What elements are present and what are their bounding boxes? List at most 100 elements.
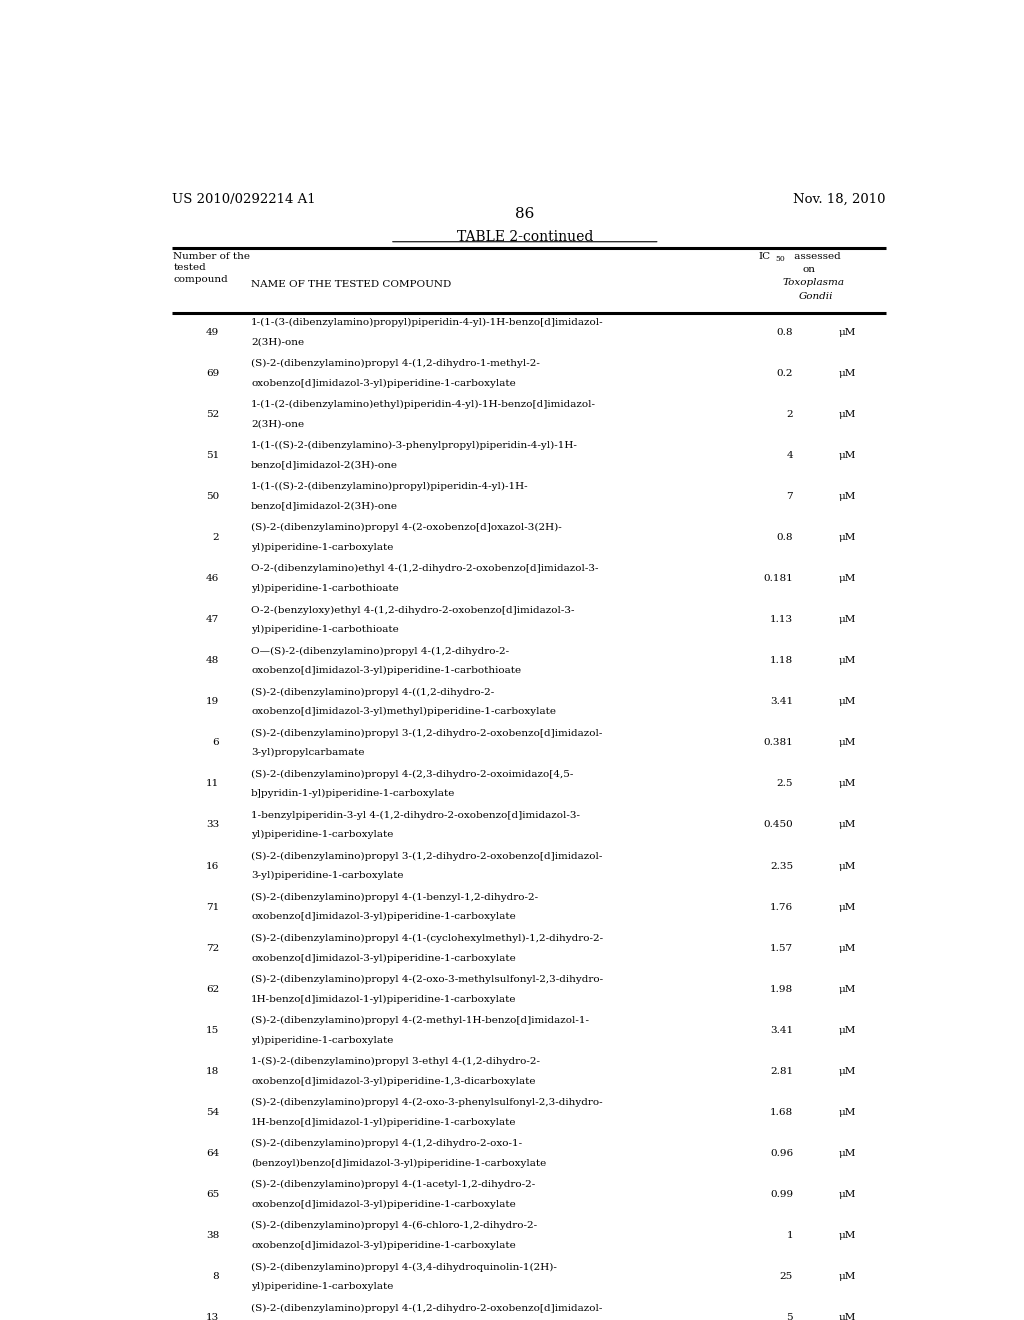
Text: μM: μM bbox=[839, 1148, 856, 1158]
Text: (S)-2-(dibenzylamino)propyl 4-(1-acetyl-1,2-dihydro-2-: (S)-2-(dibenzylamino)propyl 4-(1-acetyl-… bbox=[251, 1180, 536, 1189]
Text: 2: 2 bbox=[213, 533, 219, 543]
Text: μM: μM bbox=[839, 656, 856, 665]
Text: 38: 38 bbox=[206, 1232, 219, 1239]
Text: 1-(S)-2-(dibenzylamino)propyl 3-ethyl 4-(1,2-dihydro-2-: 1-(S)-2-(dibenzylamino)propyl 3-ethyl 4-… bbox=[251, 1057, 540, 1067]
Text: 1-benzylpiperidin-3-yl 4-(1,2-dihydro-2-oxobenzo[d]imidazol-3-: 1-benzylpiperidin-3-yl 4-(1,2-dihydro-2-… bbox=[251, 810, 580, 820]
Text: μM: μM bbox=[839, 615, 856, 624]
Text: 2(3H)-one: 2(3H)-one bbox=[251, 338, 304, 346]
Text: 2.35: 2.35 bbox=[770, 862, 793, 871]
Text: yl)piperidine-1-carboxylate: yl)piperidine-1-carboxylate bbox=[251, 830, 393, 840]
Text: μM: μM bbox=[839, 368, 856, 378]
Text: assessed: assessed bbox=[791, 252, 841, 261]
Text: 1-(1-(3-(dibenzylamino)propyl)piperidin-4-yl)-1H-benzo[d]imidazol-: 1-(1-(3-(dibenzylamino)propyl)piperidin-… bbox=[251, 318, 603, 327]
Text: NAME OF THE TESTED COMPOUND: NAME OF THE TESTED COMPOUND bbox=[251, 280, 452, 289]
Text: (S)-2-(dibenzylamino)propyl 4-(1,2-dihydro-2-oxo-1-: (S)-2-(dibenzylamino)propyl 4-(1,2-dihyd… bbox=[251, 1139, 522, 1148]
Text: 2(3H)-one: 2(3H)-one bbox=[251, 420, 304, 429]
Text: yl)piperidine-1-carboxylate: yl)piperidine-1-carboxylate bbox=[251, 1282, 393, 1291]
Text: oxobenzo[d]imidazol-3-yl)piperidine-1-carboxylate: oxobenzo[d]imidazol-3-yl)piperidine-1-ca… bbox=[251, 953, 516, 962]
Text: (S)-2-(dibenzylamino)propyl 4-(2-oxobenzo[d]oxazol-3(2H)-: (S)-2-(dibenzylamino)propyl 4-(2-oxobenz… bbox=[251, 523, 562, 532]
Text: μM: μM bbox=[839, 451, 856, 459]
Text: (S)-2-(dibenzylamino)propyl 4-(3,4-dihydroquinolin-1(2H)-: (S)-2-(dibenzylamino)propyl 4-(3,4-dihyd… bbox=[251, 1262, 557, 1271]
Text: 46: 46 bbox=[206, 574, 219, 583]
Text: 1.57: 1.57 bbox=[770, 944, 793, 953]
Text: 0.99: 0.99 bbox=[770, 1191, 793, 1199]
Text: μM: μM bbox=[839, 533, 856, 543]
Text: 2.5: 2.5 bbox=[776, 779, 793, 788]
Text: μM: μM bbox=[839, 1026, 856, 1035]
Text: 6: 6 bbox=[213, 738, 219, 747]
Text: benzo[d]imidazol-2(3H)-one: benzo[d]imidazol-2(3H)-one bbox=[251, 461, 398, 470]
Text: (S)-2-(dibenzylamino)propyl 4-(1,2-dihydro-2-oxobenzo[d]imidazol-: (S)-2-(dibenzylamino)propyl 4-(1,2-dihyd… bbox=[251, 1303, 602, 1312]
Text: 1-(1-(2-(dibenzylamino)ethyl)piperidin-4-yl)-1H-benzo[d]imidazol-: 1-(1-(2-(dibenzylamino)ethyl)piperidin-4… bbox=[251, 400, 596, 409]
Text: 48: 48 bbox=[206, 656, 219, 665]
Text: μM: μM bbox=[839, 862, 856, 871]
Text: US 2010/0292214 A1: US 2010/0292214 A1 bbox=[172, 193, 315, 206]
Text: μM: μM bbox=[839, 1067, 856, 1076]
Text: 3.41: 3.41 bbox=[770, 1026, 793, 1035]
Text: yl)piperidine-1-carboxylate: yl)piperidine-1-carboxylate bbox=[251, 1036, 393, 1044]
Text: 51: 51 bbox=[206, 451, 219, 459]
Text: oxobenzo[d]imidazol-3-yl)piperidine-1-carboxylate: oxobenzo[d]imidazol-3-yl)piperidine-1-ca… bbox=[251, 1241, 516, 1250]
Text: 1.13: 1.13 bbox=[770, 615, 793, 624]
Text: 1.76: 1.76 bbox=[770, 903, 793, 912]
Text: Nov. 18, 2010: Nov. 18, 2010 bbox=[794, 193, 886, 206]
Text: 65: 65 bbox=[206, 1191, 219, 1199]
Text: μM: μM bbox=[839, 697, 856, 706]
Text: 13: 13 bbox=[206, 1313, 219, 1320]
Text: 62: 62 bbox=[206, 985, 219, 994]
Text: on: on bbox=[803, 265, 815, 275]
Text: 1.18: 1.18 bbox=[770, 656, 793, 665]
Text: Toxoplasma: Toxoplasma bbox=[782, 279, 845, 288]
Text: (S)-2-(dibenzylamino)propyl 4-(2-oxo-3-phenylsulfonyl-2,3-dihydro-: (S)-2-(dibenzylamino)propyl 4-(2-oxo-3-p… bbox=[251, 1098, 603, 1107]
Text: 1H-benzo[d]imidazol-1-yl)piperidine-1-carboxylate: 1H-benzo[d]imidazol-1-yl)piperidine-1-ca… bbox=[251, 994, 516, 1003]
Text: (S)-2-(dibenzylamino)propyl 4-(1,2-dihydro-1-methyl-2-: (S)-2-(dibenzylamino)propyl 4-(1,2-dihyd… bbox=[251, 359, 540, 368]
Text: (S)-2-(dibenzylamino)propyl 3-(1,2-dihydro-2-oxobenzo[d]imidazol-: (S)-2-(dibenzylamino)propyl 3-(1,2-dihyd… bbox=[251, 851, 602, 861]
Text: 1H-benzo[d]imidazol-1-yl)piperidine-1-carboxylate: 1H-benzo[d]imidazol-1-yl)piperidine-1-ca… bbox=[251, 1118, 516, 1127]
Text: 0.450: 0.450 bbox=[763, 821, 793, 829]
Text: 52: 52 bbox=[206, 409, 219, 418]
Text: (S)-2-(dibenzylamino)propyl 4-(1-benzyl-1,2-dihydro-2-: (S)-2-(dibenzylamino)propyl 4-(1-benzyl-… bbox=[251, 892, 539, 902]
Text: yl)piperidine-1-carboxylate: yl)piperidine-1-carboxylate bbox=[251, 543, 393, 552]
Text: μM: μM bbox=[839, 944, 856, 953]
Text: 19: 19 bbox=[206, 697, 219, 706]
Text: μM: μM bbox=[839, 574, 856, 583]
Text: 0.8: 0.8 bbox=[776, 327, 793, 337]
Text: μM: μM bbox=[839, 821, 856, 829]
Text: 2.81: 2.81 bbox=[770, 1067, 793, 1076]
Text: 0.181: 0.181 bbox=[763, 574, 793, 583]
Text: (S)-2-(dibenzylamino)propyl 4-(2-methyl-1H-benzo[d]imidazol-1-: (S)-2-(dibenzylamino)propyl 4-(2-methyl-… bbox=[251, 1016, 589, 1026]
Text: oxobenzo[d]imidazol-3-yl)piperidine-1-carboxylate: oxobenzo[d]imidazol-3-yl)piperidine-1-ca… bbox=[251, 379, 516, 388]
Text: μM: μM bbox=[839, 327, 856, 337]
Text: 0.381: 0.381 bbox=[763, 738, 793, 747]
Text: μM: μM bbox=[839, 903, 856, 912]
Text: (S)-2-(dibenzylamino)propyl 4-(2-oxo-3-methylsulfonyl-2,3-dihydro-: (S)-2-(dibenzylamino)propyl 4-(2-oxo-3-m… bbox=[251, 975, 603, 985]
Text: 72: 72 bbox=[206, 944, 219, 953]
Text: 1-(1-((S)-2-(dibenzylamino)-3-phenylpropyl)piperidin-4-yl)-1H-: 1-(1-((S)-2-(dibenzylamino)-3-phenylprop… bbox=[251, 441, 578, 450]
Text: Gondii: Gondii bbox=[799, 292, 834, 301]
Text: μM: μM bbox=[839, 1272, 856, 1282]
Text: b]pyridin-1-yl)piperidine-1-carboxylate: b]pyridin-1-yl)piperidine-1-carboxylate bbox=[251, 789, 456, 799]
Text: 2: 2 bbox=[786, 409, 793, 418]
Text: IC: IC bbox=[759, 252, 771, 261]
Text: 7: 7 bbox=[786, 492, 793, 502]
Text: O—(S)-2-(dibenzylamino)propyl 4-(1,2-dihydro-2-: O—(S)-2-(dibenzylamino)propyl 4-(1,2-dih… bbox=[251, 647, 509, 656]
Text: 25: 25 bbox=[780, 1272, 793, 1282]
Text: yl)piperidine-1-carbothioate: yl)piperidine-1-carbothioate bbox=[251, 583, 398, 593]
Text: (S)-2-(dibenzylamino)propyl 3-(1,2-dihydro-2-oxobenzo[d]imidazol-: (S)-2-(dibenzylamino)propyl 3-(1,2-dihyd… bbox=[251, 729, 602, 738]
Text: 54: 54 bbox=[206, 1107, 219, 1117]
Text: μM: μM bbox=[839, 985, 856, 994]
Text: 1.98: 1.98 bbox=[770, 985, 793, 994]
Text: 86: 86 bbox=[515, 207, 535, 222]
Text: oxobenzo[d]imidazol-3-yl)piperidine-1-carboxylate: oxobenzo[d]imidazol-3-yl)piperidine-1-ca… bbox=[251, 1200, 516, 1209]
Text: 1.68: 1.68 bbox=[770, 1107, 793, 1117]
Text: μM: μM bbox=[839, 1191, 856, 1199]
Text: μM: μM bbox=[839, 492, 856, 502]
Text: μM: μM bbox=[839, 779, 856, 788]
Text: Number of the
tested
compound: Number of the tested compound bbox=[173, 252, 250, 284]
Text: TABLE 2-continued: TABLE 2-continued bbox=[457, 230, 593, 244]
Text: (benzoyl)benzo[d]imidazol-3-yl)piperidine-1-carboxylate: (benzoyl)benzo[d]imidazol-3-yl)piperidin… bbox=[251, 1159, 546, 1168]
Text: 3-yl)piperidine-1-carboxylate: 3-yl)piperidine-1-carboxylate bbox=[251, 871, 403, 880]
Text: 11: 11 bbox=[206, 779, 219, 788]
Text: 71: 71 bbox=[206, 903, 219, 912]
Text: yl)piperidine-1-carbothioate: yl)piperidine-1-carbothioate bbox=[251, 624, 398, 634]
